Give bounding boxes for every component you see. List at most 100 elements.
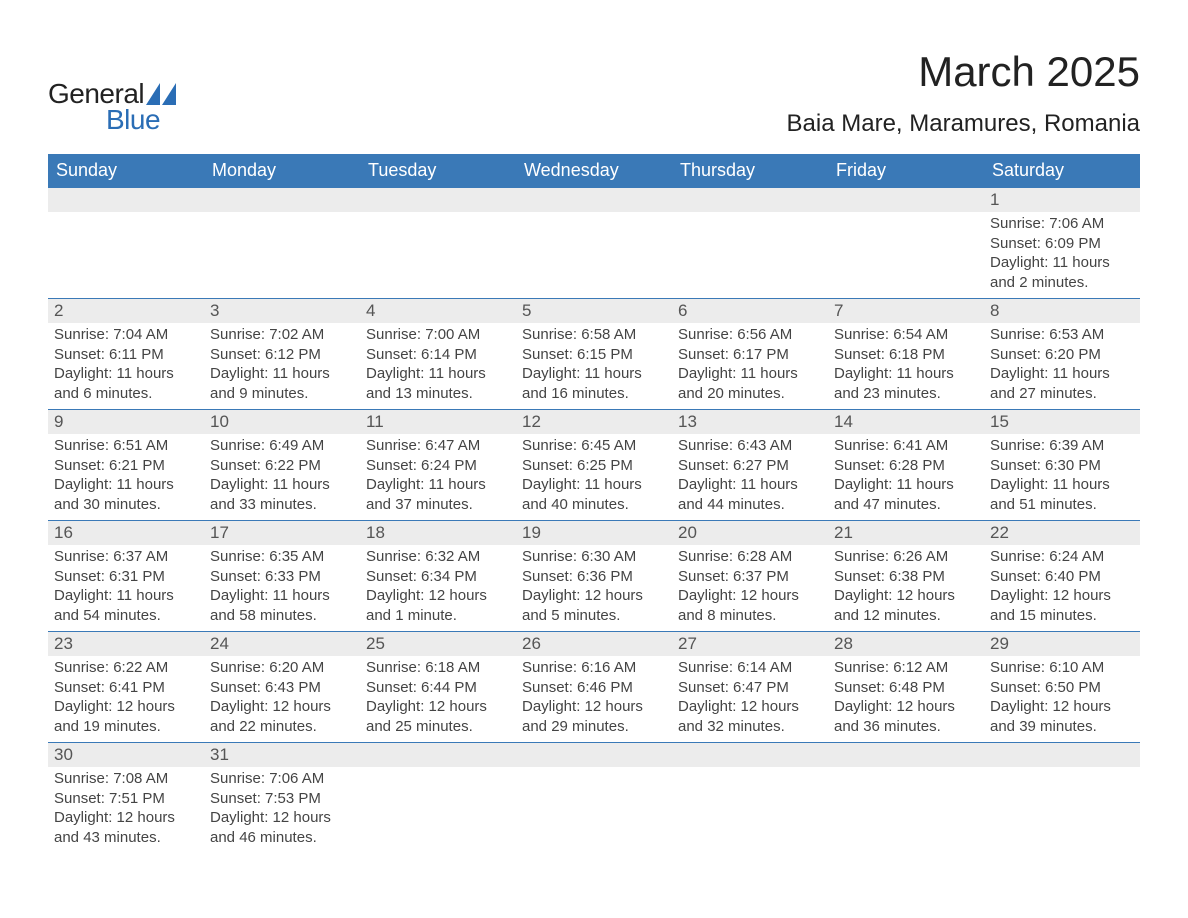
- day-number-cell: 19: [516, 521, 672, 546]
- sunrise-line: Sunrise: 6:14 AM: [678, 658, 822, 678]
- sunset-line: Sunset: 6:27 PM: [678, 456, 822, 476]
- sunrise-line: Sunrise: 6:47 AM: [366, 436, 510, 456]
- day-number-cell: 12: [516, 410, 672, 435]
- sunset-line: Sunset: 6:20 PM: [990, 345, 1134, 365]
- day-number-cell: 30: [48, 743, 204, 768]
- day-info-cell: Sunrise: 6:10 AMSunset: 6:50 PMDaylight:…: [984, 656, 1140, 743]
- day-number-cell: 11: [360, 410, 516, 435]
- daylight-line: Daylight: 11 hours and 27 minutes.: [990, 364, 1134, 403]
- day-info-row: Sunrise: 7:04 AMSunset: 6:11 PMDaylight:…: [48, 323, 1140, 410]
- day-info-cell: [516, 212, 672, 299]
- day-info-cell: [516, 767, 672, 853]
- sunrise-line: Sunrise: 6:20 AM: [210, 658, 354, 678]
- day-info-cell: Sunrise: 6:56 AMSunset: 6:17 PMDaylight:…: [672, 323, 828, 410]
- day-number-cell: [360, 743, 516, 768]
- day-number-cell: [672, 188, 828, 213]
- day-info-cell: Sunrise: 7:00 AMSunset: 6:14 PMDaylight:…: [360, 323, 516, 410]
- day-number-cell: [360, 188, 516, 213]
- sunrise-line: Sunrise: 6:43 AM: [678, 436, 822, 456]
- daylight-line: Daylight: 11 hours and 20 minutes.: [678, 364, 822, 403]
- sunset-line: Sunset: 6:44 PM: [366, 678, 510, 698]
- sunrise-line: Sunrise: 6:56 AM: [678, 325, 822, 345]
- sunrise-line: Sunrise: 6:26 AM: [834, 547, 978, 567]
- day-number-cell: 2: [48, 299, 204, 324]
- sunset-line: Sunset: 6:18 PM: [834, 345, 978, 365]
- day-info-row: Sunrise: 6:37 AMSunset: 6:31 PMDaylight:…: [48, 545, 1140, 632]
- day-info-cell: Sunrise: 6:30 AMSunset: 6:36 PMDaylight:…: [516, 545, 672, 632]
- daylight-line: Daylight: 12 hours and 29 minutes.: [522, 697, 666, 736]
- sunset-line: Sunset: 6:34 PM: [366, 567, 510, 587]
- daylight-line: Daylight: 12 hours and 19 minutes.: [54, 697, 198, 736]
- sunrise-line: Sunrise: 6:28 AM: [678, 547, 822, 567]
- sunset-line: Sunset: 6:36 PM: [522, 567, 666, 587]
- location-subtitle: Baia Mare, Maramures, Romania: [787, 110, 1140, 138]
- daylight-line: Daylight: 11 hours and 16 minutes.: [522, 364, 666, 403]
- day-info-cell: Sunrise: 6:53 AMSunset: 6:20 PMDaylight:…: [984, 323, 1140, 410]
- day-info-cell: Sunrise: 6:20 AMSunset: 6:43 PMDaylight:…: [204, 656, 360, 743]
- day-info-cell: Sunrise: 6:22 AMSunset: 6:41 PMDaylight:…: [48, 656, 204, 743]
- sunrise-line: Sunrise: 6:35 AM: [210, 547, 354, 567]
- daylight-line: Daylight: 12 hours and 5 minutes.: [522, 586, 666, 625]
- day-number-cell: [48, 188, 204, 213]
- sunset-line: Sunset: 6:11 PM: [54, 345, 198, 365]
- day-info-row: Sunrise: 7:06 AMSunset: 6:09 PMDaylight:…: [48, 212, 1140, 299]
- sunrise-line: Sunrise: 6:10 AM: [990, 658, 1134, 678]
- daylight-line: Daylight: 12 hours and 32 minutes.: [678, 697, 822, 736]
- day-number-cell: [984, 743, 1140, 768]
- day-number-cell: 31: [204, 743, 360, 768]
- daylight-line: Daylight: 12 hours and 15 minutes.: [990, 586, 1134, 625]
- day-info-cell: Sunrise: 6:12 AMSunset: 6:48 PMDaylight:…: [828, 656, 984, 743]
- sunset-line: Sunset: 6:22 PM: [210, 456, 354, 476]
- day-number-cell: 7: [828, 299, 984, 324]
- sunrise-line: Sunrise: 6:41 AM: [834, 436, 978, 456]
- day-info-cell: Sunrise: 7:02 AMSunset: 6:12 PMDaylight:…: [204, 323, 360, 410]
- sunrise-line: Sunrise: 7:06 AM: [210, 769, 354, 789]
- sunset-line: Sunset: 6:41 PM: [54, 678, 198, 698]
- day-info-cell: Sunrise: 7:08 AMSunset: 7:51 PMDaylight:…: [48, 767, 204, 853]
- day-info-row: Sunrise: 6:51 AMSunset: 6:21 PMDaylight:…: [48, 434, 1140, 521]
- day-number-cell: 17: [204, 521, 360, 546]
- day-number-cell: 25: [360, 632, 516, 657]
- daylight-line: Daylight: 11 hours and 44 minutes.: [678, 475, 822, 514]
- calendar-table: Sunday Monday Tuesday Wednesday Thursday…: [48, 154, 1140, 853]
- day-number-cell: 26: [516, 632, 672, 657]
- sunset-line: Sunset: 6:14 PM: [366, 345, 510, 365]
- title-block: March 2025 Baia Mare, Maramures, Romania: [787, 48, 1140, 138]
- daylight-line: Daylight: 11 hours and 2 minutes.: [990, 253, 1134, 292]
- day-number-cell: 28: [828, 632, 984, 657]
- day-info-cell: Sunrise: 6:14 AMSunset: 6:47 PMDaylight:…: [672, 656, 828, 743]
- sunrise-line: Sunrise: 7:02 AM: [210, 325, 354, 345]
- day-number-cell: 10: [204, 410, 360, 435]
- day-number-cell: 6: [672, 299, 828, 324]
- daylight-line: Daylight: 12 hours and 36 minutes.: [834, 697, 978, 736]
- sunrise-line: Sunrise: 6:53 AM: [990, 325, 1134, 345]
- sunrise-line: Sunrise: 6:24 AM: [990, 547, 1134, 567]
- day-info-cell: Sunrise: 6:54 AMSunset: 6:18 PMDaylight:…: [828, 323, 984, 410]
- daylight-line: Daylight: 11 hours and 33 minutes.: [210, 475, 354, 514]
- day-number-cell: 16: [48, 521, 204, 546]
- day-number-cell: 27: [672, 632, 828, 657]
- day-number-cell: 29: [984, 632, 1140, 657]
- daylight-line: Daylight: 12 hours and 8 minutes.: [678, 586, 822, 625]
- sunrise-line: Sunrise: 7:08 AM: [54, 769, 198, 789]
- day-number-cell: 22: [984, 521, 1140, 546]
- weekday-header: Thursday: [672, 154, 828, 188]
- day-number-row: 23242526272829: [48, 632, 1140, 657]
- daylight-line: Daylight: 12 hours and 12 minutes.: [834, 586, 978, 625]
- daylight-line: Daylight: 11 hours and 13 minutes.: [366, 364, 510, 403]
- day-number-row: 9101112131415: [48, 410, 1140, 435]
- day-number-cell: 8: [984, 299, 1140, 324]
- weekday-header-row: Sunday Monday Tuesday Wednesday Thursday…: [48, 154, 1140, 188]
- weekday-header: Saturday: [984, 154, 1140, 188]
- weekday-header: Wednesday: [516, 154, 672, 188]
- day-info-cell: [984, 767, 1140, 853]
- sunset-line: Sunset: 6:17 PM: [678, 345, 822, 365]
- sunset-line: Sunset: 6:15 PM: [522, 345, 666, 365]
- day-info-cell: Sunrise: 7:04 AMSunset: 6:11 PMDaylight:…: [48, 323, 204, 410]
- daylight-line: Daylight: 11 hours and 9 minutes.: [210, 364, 354, 403]
- daylight-line: Daylight: 11 hours and 30 minutes.: [54, 475, 198, 514]
- daylight-line: Daylight: 11 hours and 47 minutes.: [834, 475, 978, 514]
- day-number-row: 16171819202122: [48, 521, 1140, 546]
- sunrise-line: Sunrise: 7:06 AM: [990, 214, 1134, 234]
- sunrise-line: Sunrise: 6:54 AM: [834, 325, 978, 345]
